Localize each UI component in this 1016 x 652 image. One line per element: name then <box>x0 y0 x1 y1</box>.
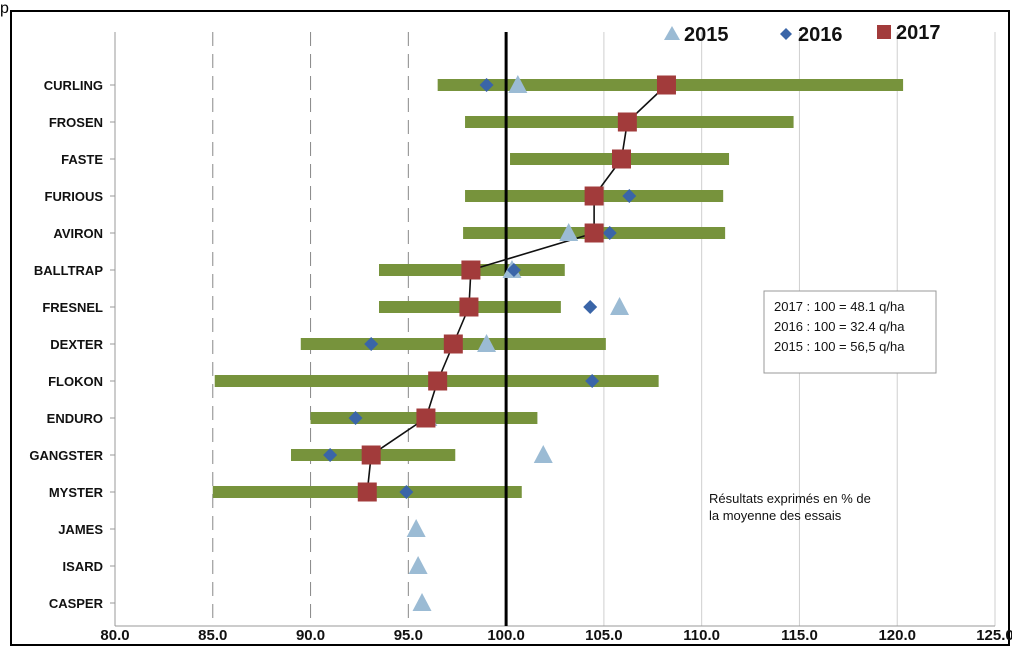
category-label: AVIRON <box>53 226 103 241</box>
marker-2017 <box>362 446 381 465</box>
legend-marker <box>877 25 891 39</box>
marker-2017 <box>585 224 604 243</box>
category-label: MYSTER <box>49 485 104 500</box>
legend-label: 2015 <box>684 24 729 46</box>
marker-2017 <box>461 261 480 280</box>
marker-2017 <box>416 409 435 428</box>
x-tick-label: 80.0 <box>100 627 129 644</box>
marker-2017 <box>428 372 447 391</box>
marker-2016 <box>583 300 597 314</box>
category-label: ENDURO <box>47 411 103 426</box>
note-line: la moyenne des essais <box>709 508 842 523</box>
marker-2017 <box>459 298 478 317</box>
x-tick-label: 95.0 <box>394 627 423 644</box>
marker-2017 <box>444 335 463 354</box>
annotation-line: 2017 : 100 = 48.1 q/ha <box>774 299 905 314</box>
x-tick-label: 90.0 <box>296 627 325 644</box>
category-label: CASPER <box>49 596 104 611</box>
category-label: JAMES <box>58 522 103 537</box>
x-tick-label: 105.0 <box>585 627 623 644</box>
category-label: GANGSTER <box>29 448 103 463</box>
x-tick-label: 110.0 <box>683 627 720 644</box>
category-label: DEXTER <box>50 337 103 352</box>
marker-2017 <box>585 187 604 206</box>
series-2017-line <box>367 85 666 492</box>
annotation-layer: 2017 : 100 = 48.1 q/ha 2016 : 100 = 32.4 … <box>709 291 936 523</box>
legend-marker <box>780 28 792 40</box>
legend-marker <box>664 26 680 40</box>
category-label: FROSEN <box>49 115 103 130</box>
note-line: Résultats exprimés en % de <box>709 491 871 506</box>
category-label: FURIOUS <box>45 189 104 204</box>
x-tick-label: 100.0 <box>487 627 525 644</box>
marker-2015 <box>534 445 553 463</box>
marker-2017 <box>657 76 676 95</box>
marker-2015 <box>409 556 428 574</box>
legend-label: 2017 <box>896 22 941 44</box>
legend: 2015 2016 2017 <box>664 22 941 46</box>
marker-2015 <box>610 297 629 315</box>
x-tick-label: 125.0 <box>976 627 1012 644</box>
category-label: FASTE <box>61 152 103 167</box>
marker-2017 <box>612 150 631 169</box>
category-label: FLOKON <box>48 374 103 389</box>
category-label: CURLING <box>44 78 103 93</box>
annotation-line: 2015 : 100 = 56,5 q/ha <box>774 339 905 354</box>
marker-2017 <box>358 483 377 502</box>
category-label: BALLTRAP <box>34 263 103 278</box>
x-tick-label: 115.0 <box>781 627 818 644</box>
category-label: FRESNEL <box>42 300 103 315</box>
x-tick-label: 120.0 <box>878 627 916 644</box>
marker-2015 <box>413 593 432 611</box>
legend-label: 2016 <box>798 24 843 46</box>
category-label: ISARD <box>63 559 103 574</box>
annotation-line: 2016 : 100 = 32.4 q/ha <box>774 319 905 334</box>
corner-mark: p <box>0 0 9 18</box>
marker-2015 <box>407 519 426 537</box>
x-tick-label: 85.0 <box>198 627 227 644</box>
chart-frame: 80.0 85.0 90.0 95.0 100.0 105.0 110.0 115.0 120.… <box>10 10 1010 646</box>
chart: 80.0 85.0 90.0 95.0 100.0 105.0 110.0 115.0 120.… <box>12 12 1012 648</box>
marker-2017 <box>618 113 637 132</box>
